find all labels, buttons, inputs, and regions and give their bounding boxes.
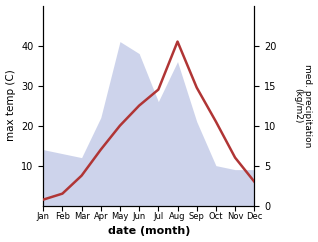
Y-axis label: max temp (C): max temp (C) [5, 70, 16, 142]
X-axis label: date (month): date (month) [107, 227, 190, 236]
Y-axis label: med. precipitation
(kg/m2): med. precipitation (kg/m2) [293, 64, 313, 147]
